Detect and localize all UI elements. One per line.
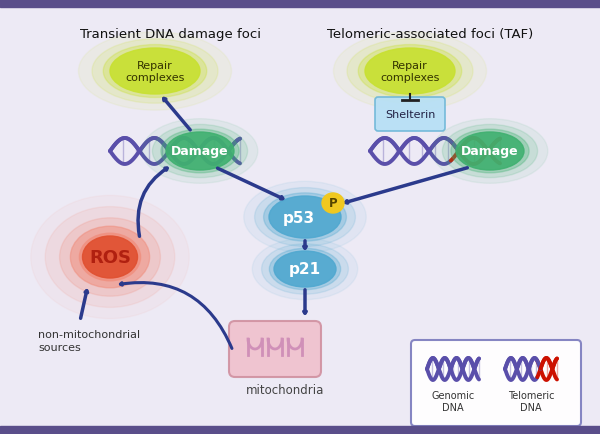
Ellipse shape xyxy=(79,33,232,111)
Ellipse shape xyxy=(432,119,548,184)
Ellipse shape xyxy=(451,130,529,174)
Ellipse shape xyxy=(263,194,346,242)
Ellipse shape xyxy=(79,233,140,281)
Text: Damage: Damage xyxy=(461,145,519,158)
Text: Shelterin: Shelterin xyxy=(385,110,435,120)
Text: p21: p21 xyxy=(289,262,321,277)
Ellipse shape xyxy=(110,49,200,95)
Ellipse shape xyxy=(456,133,524,171)
Text: ROS: ROS xyxy=(89,248,131,266)
Text: mitochondria: mitochondria xyxy=(246,383,324,396)
Ellipse shape xyxy=(334,33,487,111)
Ellipse shape xyxy=(244,182,366,253)
Ellipse shape xyxy=(161,130,239,174)
Ellipse shape xyxy=(31,196,189,319)
Ellipse shape xyxy=(70,227,149,288)
Ellipse shape xyxy=(45,207,175,308)
Bar xyxy=(0,426,600,434)
Ellipse shape xyxy=(152,125,248,178)
Ellipse shape xyxy=(103,46,207,98)
Ellipse shape xyxy=(322,194,344,214)
Ellipse shape xyxy=(92,39,218,104)
Text: Repair
complexes: Repair complexes xyxy=(125,61,185,83)
Ellipse shape xyxy=(83,237,137,278)
Ellipse shape xyxy=(269,249,341,290)
FancyBboxPatch shape xyxy=(229,321,321,377)
Bar xyxy=(0,0,600,8)
Ellipse shape xyxy=(254,188,355,247)
Ellipse shape xyxy=(253,239,358,300)
Ellipse shape xyxy=(347,39,473,104)
FancyBboxPatch shape xyxy=(411,340,581,426)
Text: P: P xyxy=(329,197,337,210)
Text: Telomeric-associated foci (TAF): Telomeric-associated foci (TAF) xyxy=(327,28,533,41)
Ellipse shape xyxy=(365,49,455,95)
Ellipse shape xyxy=(274,251,336,287)
Text: Telomeric
DNA: Telomeric DNA xyxy=(508,390,554,412)
Text: non-mitochondrial
sources: non-mitochondrial sources xyxy=(38,329,140,352)
Ellipse shape xyxy=(142,119,258,184)
Ellipse shape xyxy=(442,125,538,178)
Text: Damage: Damage xyxy=(171,145,229,158)
Ellipse shape xyxy=(166,133,234,171)
Text: Genomic
DNA: Genomic DNA xyxy=(431,390,475,412)
Ellipse shape xyxy=(269,197,341,238)
Text: p53: p53 xyxy=(283,211,315,226)
Text: Transient DNA damage foci: Transient DNA damage foci xyxy=(80,28,260,41)
Text: Repair
complexes: Repair complexes xyxy=(380,61,440,83)
Ellipse shape xyxy=(358,46,462,98)
Ellipse shape xyxy=(262,244,349,295)
Ellipse shape xyxy=(59,218,160,296)
FancyBboxPatch shape xyxy=(375,98,445,132)
